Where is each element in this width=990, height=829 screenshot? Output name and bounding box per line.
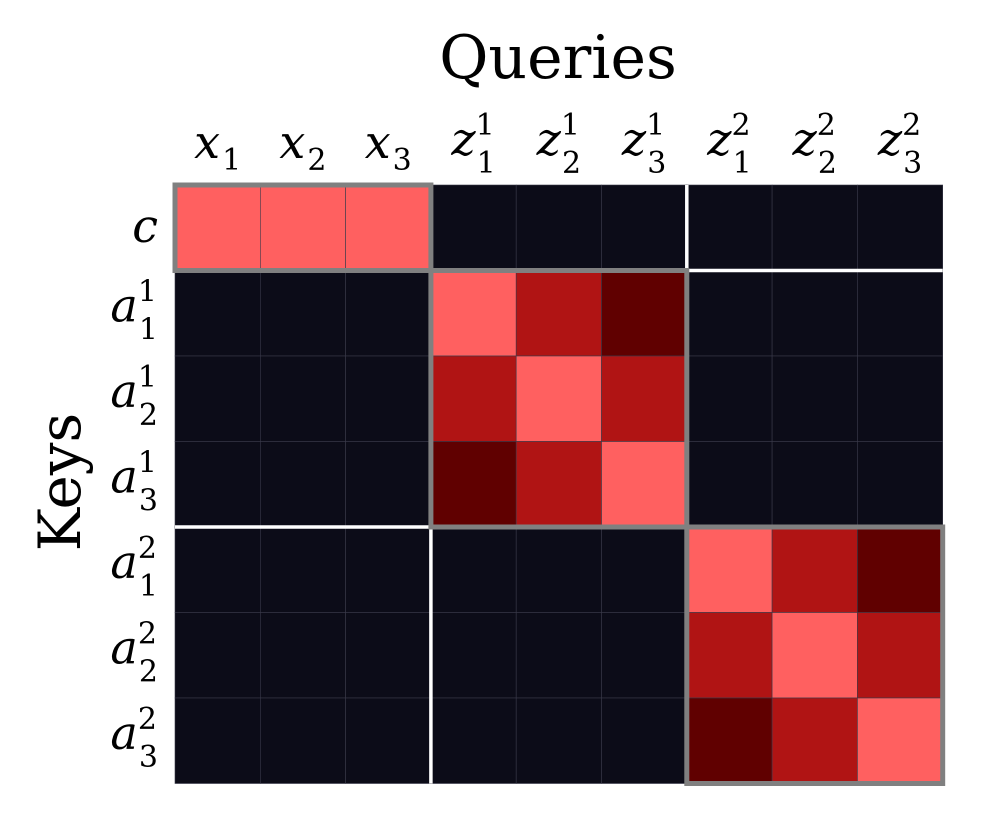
heatmap-cell-r6-c8 bbox=[857, 697, 944, 784]
keys-axis-label: Keys bbox=[26, 413, 94, 552]
heatmap-cell-r0-c6 bbox=[686, 184, 773, 271]
heatmap-cell-r6-c1 bbox=[259, 697, 346, 784]
heatmap-cell-r1-c2 bbox=[345, 270, 432, 357]
heatmap-cell-r6-c3 bbox=[430, 697, 517, 784]
heatmap-cell-r6-c2 bbox=[345, 697, 432, 784]
key-label-1: c bbox=[132, 199, 158, 253]
heatmap-cell-r3-c7 bbox=[771, 441, 858, 528]
heatmap-cell-r5-c8 bbox=[857, 612, 944, 699]
heatmap-cell-r2-c8 bbox=[857, 355, 944, 442]
heatmap-cell-r1-c0 bbox=[174, 270, 261, 357]
heatmap-cell-r3-c8 bbox=[857, 441, 944, 528]
heatmap-cell-r5-c3 bbox=[430, 612, 517, 699]
heatmap-cell-r0-c5 bbox=[601, 184, 688, 271]
heatmap-cell-r2-c4 bbox=[515, 355, 602, 442]
block-outline-2 bbox=[428, 268, 690, 530]
heatmap-cell-r1-c8 bbox=[857, 270, 944, 357]
heatmap-cell-r2-c0 bbox=[174, 355, 261, 442]
block-outline-1 bbox=[172, 182, 434, 273]
heatmap-cell-r5-c1 bbox=[259, 612, 346, 699]
heatmap-cell-r2-c5 bbox=[601, 355, 688, 442]
heatmap-grid bbox=[172, 182, 946, 786]
key-label-7: a2 3 bbox=[110, 702, 158, 775]
heatmap-cell-r1-c6 bbox=[686, 270, 773, 357]
heatmap-cell-r0-c7 bbox=[771, 184, 858, 271]
query-label-7: z2 1 bbox=[706, 108, 751, 181]
heatmap-cell-r3-c0 bbox=[174, 441, 261, 528]
key-label-2: a1 1 bbox=[110, 274, 158, 347]
heatmap-cell-r4-c1 bbox=[259, 526, 346, 613]
heatmap-cell-r0-c8 bbox=[857, 184, 944, 271]
heatmap-cell-r0-c1 bbox=[259, 184, 346, 271]
heatmap-cell-r5-c4 bbox=[515, 612, 602, 699]
heatmap-cell-r2-c1 bbox=[259, 355, 346, 442]
heatmap-cell-r4-c3 bbox=[430, 526, 517, 613]
key-label-6: a2 2 bbox=[110, 616, 158, 689]
key-label-4: a1 3 bbox=[110, 445, 158, 518]
heatmap-cell-r2-c2 bbox=[345, 355, 432, 442]
heatmap-cell-r0-c2 bbox=[345, 184, 432, 271]
query-label-9: z2 3 bbox=[877, 108, 922, 181]
query-label-6: z1 3 bbox=[621, 108, 666, 181]
heatmap-cell-r1-c4 bbox=[515, 270, 602, 357]
key-label-3: a1 2 bbox=[110, 360, 158, 433]
query-label-5: z1 2 bbox=[536, 108, 581, 181]
heatmap-cell-r6-c7 bbox=[771, 697, 858, 784]
heatmap-cell-r3-c5 bbox=[601, 441, 688, 528]
heatmap-cell-r3-c6 bbox=[686, 441, 773, 528]
heatmap-cell-r2-c3 bbox=[430, 355, 517, 442]
heatmap-cell-r0-c3 bbox=[430, 184, 517, 271]
key-label-5: a2 1 bbox=[110, 531, 158, 604]
query-label-4: z1 1 bbox=[450, 108, 495, 181]
queries-title: Queries bbox=[439, 23, 677, 93]
heatmap-cell-r6-c0 bbox=[174, 697, 261, 784]
heatmap-cell-r4-c2 bbox=[345, 526, 432, 613]
heatmap-cell-r4-c0 bbox=[174, 526, 261, 613]
heatmap-cell-r4-c5 bbox=[601, 526, 688, 613]
heatmap-cell-r1-c5 bbox=[601, 270, 688, 357]
block-outline-3 bbox=[684, 524, 946, 786]
key-labels: c a1 1 a1 2 a1 3 a2 1 a2 2 a2 3 bbox=[110, 199, 158, 775]
query-label-3: x3 bbox=[365, 115, 412, 178]
heatmap-cell-r3-c1 bbox=[259, 441, 346, 528]
heatmap-cell-r1-c3 bbox=[430, 270, 517, 357]
heatmap-cell-r4-c7 bbox=[771, 526, 858, 613]
heatmap-cell-r5-c0 bbox=[174, 612, 261, 699]
heatmap-cell-r6-c6 bbox=[686, 697, 773, 784]
heatmap-cell-r6-c5 bbox=[601, 697, 688, 784]
heatmap-cell-r3-c3 bbox=[430, 441, 517, 528]
query-label-8: z2 2 bbox=[792, 108, 837, 181]
heatmap-cell-r4-c8 bbox=[857, 526, 944, 613]
heatmap-cell-r1-c1 bbox=[259, 270, 346, 357]
query-label-1: x1 bbox=[194, 115, 241, 178]
heatmap-cell-r4-c4 bbox=[515, 526, 602, 613]
heatmap-cell-r4-c6 bbox=[686, 526, 773, 613]
heatmap-cell-r1-c7 bbox=[771, 270, 858, 357]
heatmap-cell-r3-c2 bbox=[345, 441, 432, 528]
query-label-2: x2 bbox=[279, 115, 326, 178]
heatmap-cell-r2-c7 bbox=[771, 355, 858, 442]
heatmap-cell-r0-c0 bbox=[174, 184, 261, 271]
heatmap-cell-r5-c2 bbox=[345, 612, 432, 699]
heatmap-cell-r6-c4 bbox=[515, 697, 602, 784]
heatmap-cell-r3-c4 bbox=[515, 441, 602, 528]
heatmap-cell-r5-c6 bbox=[686, 612, 773, 699]
query-labels: x1 x2 x3 z1 1 z1 2 z1 3 z2 1 z2 2 z2 3 bbox=[194, 108, 922, 181]
heatmap-cell-r5-c7 bbox=[771, 612, 858, 699]
heatmap-cell-r5-c5 bbox=[601, 612, 688, 699]
heatmap-cell-r0-c4 bbox=[515, 184, 602, 271]
heatmap-cell-r2-c6 bbox=[686, 355, 773, 442]
